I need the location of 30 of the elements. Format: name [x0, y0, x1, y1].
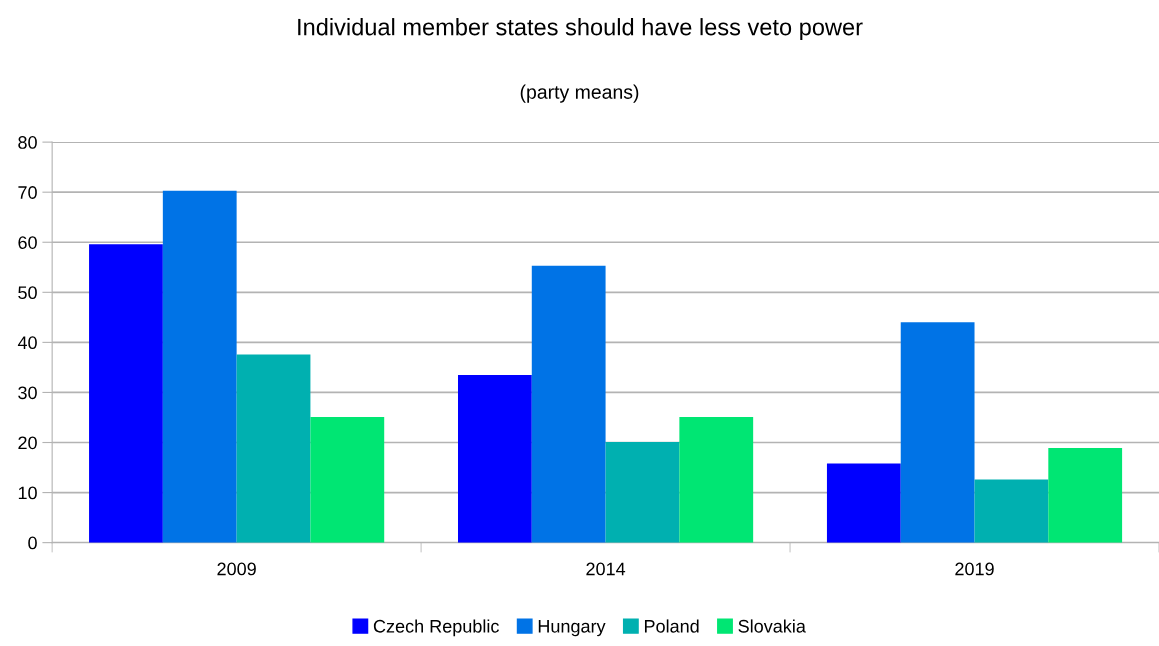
chart-title: Individual member states should have less veto power: [298, 18, 863, 41]
legend-label: Poland: [644, 619, 699, 633]
bar: [531, 265, 606, 543]
y-tick-label: 10: [18, 486, 37, 500]
bar: [679, 416, 754, 543]
legend-label: Czech Republic: [373, 619, 499, 637]
y-tick-label: 60: [18, 236, 37, 249]
bar: [605, 442, 680, 543]
bar: [236, 354, 311, 543]
bar: [826, 463, 901, 543]
x-tick-label: 2019: [955, 562, 994, 576]
y-tick-label: 70: [18, 186, 37, 199]
bar: [458, 374, 532, 543]
y-tick-label: 30: [18, 386, 37, 400]
y-tick-label: 20: [18, 436, 37, 450]
bar: [162, 190, 237, 543]
x-tick-label: 2014: [586, 562, 626, 576]
x-tick-label: 2009: [217, 562, 256, 576]
bar: [974, 479, 1049, 543]
chart-subtitle: (party means): [520, 84, 639, 103]
bar: [89, 244, 163, 543]
legend-label: Hungary: [538, 620, 606, 637]
y-tick-label: 50: [18, 286, 37, 300]
y-tick-label: 80: [18, 136, 37, 149]
legend-label: Slovakia: [738, 619, 806, 633]
bar: [900, 322, 975, 543]
y-tick-label: 40: [17, 336, 37, 350]
y-tick-label: 0: [28, 536, 37, 550]
bar: [1048, 448, 1123, 543]
bar: [310, 416, 385, 543]
